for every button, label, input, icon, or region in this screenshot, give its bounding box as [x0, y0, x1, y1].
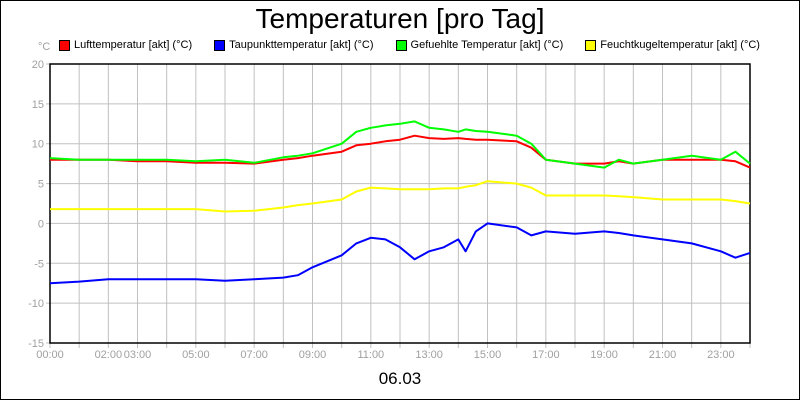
legend-swatch — [585, 39, 597, 51]
x-tick-label: 11:00 — [357, 349, 384, 361]
legend-label: Lufttemperatur [akt] (°C) — [74, 39, 193, 51]
legend-item: Feuchtkugeltemperatur [akt] (°C) — [585, 39, 760, 51]
x-tick-label: 15:00 — [474, 349, 502, 361]
legend: Lufttemperatur [akt] (°C) Taupunkttempera… — [59, 39, 782, 51]
x-tick-label: 02:00 — [95, 349, 123, 361]
y-tick-label: 20 — [32, 59, 44, 71]
series-line-0 — [50, 134, 751, 169]
legend-swatch — [395, 39, 407, 51]
legend-swatch — [214, 39, 226, 51]
chart-title: Temperaturen [pro Tag] — [255, 3, 545, 34]
legend-swatch — [59, 39, 70, 51]
x-tick-label: 23:00 — [707, 349, 735, 361]
y-tick-label: 10 — [32, 139, 44, 151]
x-tick-label: 13:00 — [415, 349, 443, 361]
x-tick-label: 21:00 — [649, 349, 677, 361]
legend-item: Gefuehlte Temperatur [akt] (°C) — [395, 39, 564, 51]
x-tick-label: 03:00 — [124, 349, 152, 361]
y-tick-label: -10 — [28, 298, 44, 310]
x-tick-label: 19:00 — [590, 349, 618, 361]
legend-label: Feuchtkugeltemperatur [akt] (°C) — [600, 39, 760, 51]
y-tick-label: -15 — [28, 338, 44, 350]
y-tick-label: 15 — [32, 99, 44, 111]
series-line-2 — [49, 120, 751, 169]
x-tick-label: 00:00 — [36, 349, 64, 361]
y-tick-label: 5 — [38, 179, 44, 191]
x-tick-label: 05:00 — [182, 349, 210, 361]
y-axis-unit: °C — [38, 41, 51, 53]
y-tick-label: 0 — [38, 218, 44, 230]
x-axis-date-label: 06.03 — [378, 369, 422, 388]
x-tick-label: 07:00 — [240, 349, 268, 361]
legend-item: Lufttemperatur [akt] (°C) — [59, 39, 192, 51]
series-line-1 — [49, 222, 751, 285]
x-tick-label: 17:00 — [532, 349, 560, 361]
series-line-3 — [50, 180, 751, 213]
y-tick-label: -5 — [34, 258, 44, 270]
legend-label: Gefuehlte Temperatur [akt] (°C) — [410, 39, 564, 51]
legend-item: Taupunkttemperatur [akt] (°C) — [214, 39, 374, 51]
legend-label: Taupunkttemperatur [akt] (°C) — [229, 39, 374, 51]
x-tick-label: 09:00 — [299, 349, 327, 361]
